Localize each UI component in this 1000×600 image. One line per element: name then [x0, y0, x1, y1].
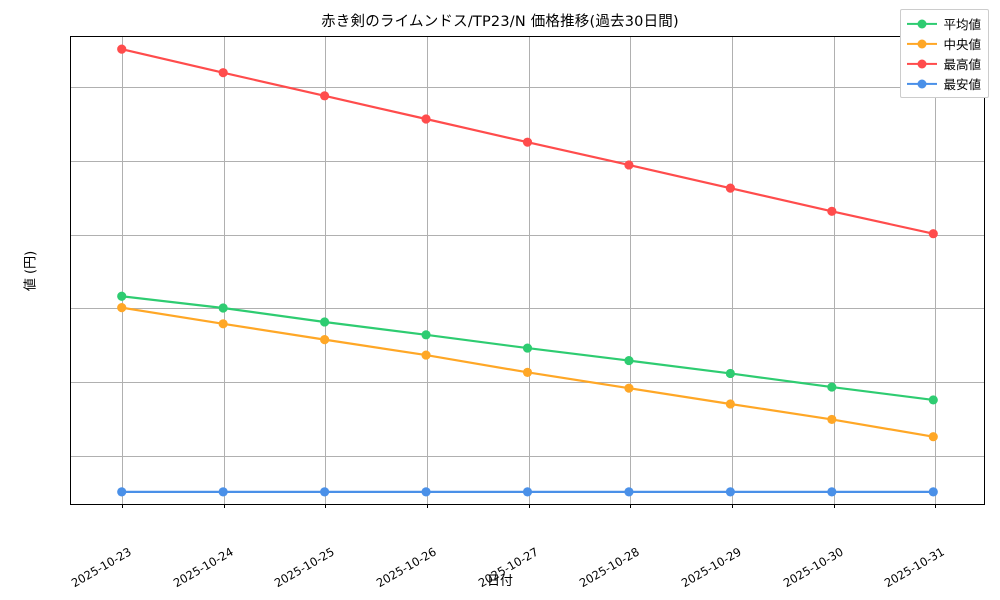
series-marker [827, 382, 837, 392]
series-marker [117, 303, 127, 313]
x-tick-mark [223, 504, 225, 508]
x-tick-mark [630, 504, 632, 508]
gridline-vertical [223, 37, 225, 504]
x-axis-label: 日付 [486, 574, 513, 589]
legend-label: 平均値 [943, 17, 981, 32]
series-marker [928, 229, 938, 239]
series-marker [320, 91, 330, 101]
series-marker [725, 368, 735, 379]
gridline-vertical [731, 37, 733, 504]
x-tick-mark [528, 504, 530, 508]
x-tick-mark [731, 504, 733, 508]
series-marker [827, 206, 837, 216]
series-marker [827, 414, 837, 425]
gridline-vertical [935, 37, 937, 504]
x-tick-mark [325, 504, 327, 508]
series-marker [725, 183, 735, 193]
gridline-vertical [833, 37, 835, 504]
legend-label: 最高値 [943, 57, 981, 72]
series-marker [218, 487, 228, 497]
series-marker [928, 395, 938, 405]
series-marker [218, 319, 228, 329]
series-marker [725, 487, 735, 497]
series-marker [320, 317, 330, 327]
series-marker [320, 335, 330, 345]
gridline-vertical [426, 37, 428, 504]
y-axis-label: 値 (円) [23, 250, 39, 291]
series-marker [421, 487, 431, 497]
series-marker [522, 137, 533, 147]
x-tick-mark [121, 504, 123, 508]
chart-title: 赤き剣のライムンドス/TP23/N 価格推移(過去30日間) [321, 14, 679, 30]
legend-item[interactable]: 最安値 [907, 75, 981, 92]
series-marker [421, 350, 431, 360]
data-series-lines [117, 44, 938, 497]
gridline-horizontal [71, 234, 984, 236]
series-marker [624, 487, 634, 497]
legend-item[interactable]: 中央値 [907, 35, 981, 52]
series-marker [117, 487, 127, 497]
gridline-horizontal [71, 382, 984, 384]
series-marker [421, 330, 431, 340]
gridline-horizontal [71, 86, 984, 88]
legend-swatch-icon [907, 18, 938, 30]
series-marker [522, 343, 533, 353]
series-marker [624, 356, 634, 366]
x-tick-mark [935, 504, 937, 508]
x-tick-mark [426, 504, 428, 508]
series-marker [117, 291, 127, 301]
legend-label: 最安値 [943, 77, 981, 92]
series-marker [117, 44, 127, 54]
series-marker [624, 160, 634, 170]
legend-swatch-icon [907, 38, 938, 50]
gridline-horizontal [71, 308, 984, 310]
legend-swatch-icon [907, 78, 938, 90]
legend-label: 中央値 [943, 37, 981, 52]
series-marker [218, 68, 228, 78]
series-marker [320, 487, 330, 497]
series-marker [522, 487, 533, 497]
legend-item[interactable]: 平均値 [907, 15, 981, 32]
gridline-horizontal [71, 456, 984, 458]
gridline-vertical [121, 37, 123, 504]
series-marker [725, 399, 735, 409]
legend-swatch-icon [907, 58, 938, 70]
gridline-horizontal [71, 160, 984, 162]
series-marker [928, 487, 938, 497]
gridline-vertical [325, 37, 327, 504]
series-marker [522, 367, 533, 377]
series-marker [928, 432, 938, 442]
chart-legend: 平均値中央値最高値最安値 [900, 9, 989, 98]
series-marker [624, 383, 634, 393]
series-marker [827, 487, 837, 497]
legend-item[interactable]: 最高値 [907, 55, 981, 72]
series-marker [218, 303, 228, 313]
x-tick-mark [833, 504, 835, 508]
plot-area: 6080100120140160 2025-10-232025-10-24202… [24, 36, 985, 590]
gridline-vertical [528, 37, 530, 504]
series-marker [421, 114, 431, 124]
gridline-vertical [630, 37, 632, 504]
